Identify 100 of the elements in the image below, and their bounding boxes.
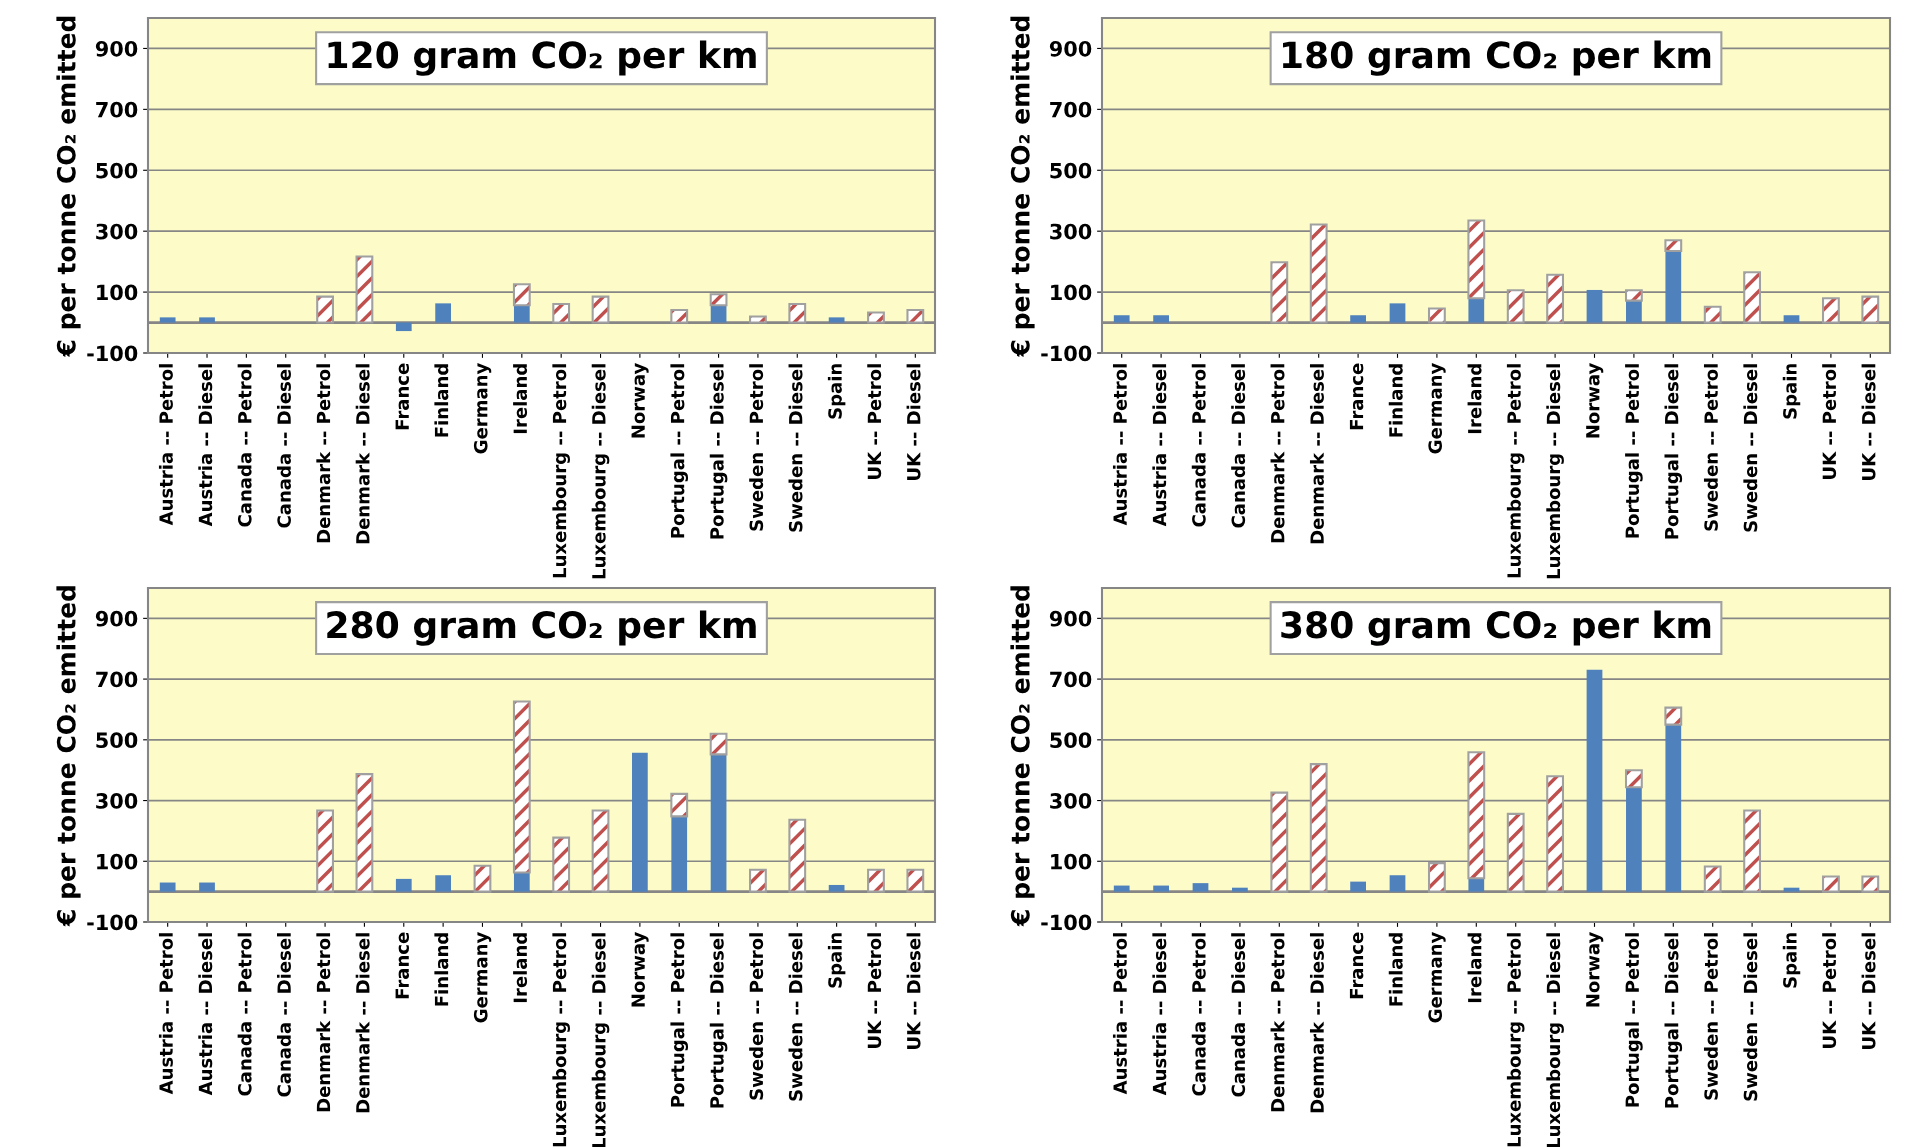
- bar: [828, 317, 845, 323]
- y-tick-label: 300: [96, 223, 138, 240]
- x-tick-label: Norway: [631, 363, 649, 438]
- x-tick-label: Sweden -- Diesel: [788, 364, 803, 532]
- y-tick-label: 700: [96, 101, 138, 118]
- x-tick-label: Ireland: [1467, 933, 1482, 1003]
- bar: [159, 882, 176, 892]
- y-tick-label: 100: [1051, 853, 1092, 870]
- x-tick-label: Ireland: [513, 364, 528, 434]
- x-tick-label: Portugal -- Diesel: [1664, 364, 1683, 539]
- x-tick-label: France: [395, 363, 410, 430]
- bar: [1468, 878, 1485, 892]
- x-tick-label: Denmark -- Diesel: [1309, 364, 1324, 544]
- x-tick-label: Canada -- Petrol: [1191, 364, 1206, 527]
- x-tick-label: UK -- Petrol: [867, 364, 882, 479]
- y-axis-title: € per tonne CO₂ emitted: [56, 586, 81, 927]
- x-tick-label: Canada -- Petrol: [237, 933, 252, 1096]
- x-tick-label: Denmark -- Petrol: [1270, 933, 1285, 1112]
- x-tick-label: Portugal -- Petrol: [1625, 933, 1643, 1107]
- x-tick-label: Denmark -- Diesel: [355, 364, 370, 544]
- text: 280 gram CO₂ per km: [327, 610, 756, 646]
- x-tick-label: Canada -- Petrol: [237, 364, 252, 527]
- x-tick-label: Germany: [1428, 363, 1446, 454]
- bar: [710, 305, 727, 323]
- x-tick-label: Spain: [827, 933, 846, 988]
- bar: [1665, 250, 1682, 323]
- x-tick-label: Luxembourg -- Petrol: [552, 933, 570, 1147]
- y-tick-label: 100: [1051, 284, 1092, 301]
- x-tick-label: Denmark -- Petrol: [316, 364, 331, 543]
- x-tick-label: Denmark -- Petrol: [316, 933, 331, 1112]
- x-tick-label: UK -- Diesel: [906, 933, 921, 1049]
- x-tick-label: Spain: [827, 364, 846, 419]
- x-tick-label: UK -- Petrol: [1822, 933, 1837, 1048]
- x-tick-label: Luxembourg -- Petrol: [552, 364, 570, 578]
- y-tick-label: 500: [1050, 732, 1092, 749]
- bar: [395, 878, 412, 892]
- bar: [1350, 881, 1366, 892]
- y-tick-label: 500: [96, 732, 138, 749]
- x-tick-label: Ireland: [513, 933, 528, 1003]
- x-tick-label: Canada -- Diesel: [276, 933, 291, 1097]
- bar: [1153, 885, 1169, 892]
- bar: [513, 872, 530, 892]
- x-tick-label: Germany: [473, 363, 492, 454]
- y-axis-title: € per tonne CO₂ emitted: [1010, 586, 1035, 927]
- x-tick-label: Sweden -- Petrol: [749, 364, 764, 531]
- x-tick-label: Finland: [1388, 364, 1403, 437]
- y-tick-label: 300: [1050, 793, 1092, 809]
- x-tick-label: Norway: [1586, 363, 1604, 438]
- x-tick-label: Norway: [631, 932, 649, 1007]
- bar: [1586, 289, 1603, 323]
- bar: [1192, 883, 1209, 892]
- x-tick-label: Spain: [1782, 364, 1801, 419]
- bar: [435, 875, 451, 892]
- x-tick-label: Luxembourg -- Diesel: [1546, 933, 1564, 1147]
- x-tick-label: Finland: [1388, 933, 1403, 1006]
- x-tick-label: Austria -- Petrol: [158, 933, 173, 1095]
- y-tick-label: 900: [1049, 610, 1092, 627]
- bar: [671, 816, 688, 892]
- x-tick-label: Canada -- Petrol: [1191, 933, 1206, 1096]
- x-tick-label: Luxembourg -- Diesel: [591, 933, 610, 1147]
- text: 180 gram CO₂ per km: [1283, 40, 1711, 76]
- x-tick-label: Sweden -- Petrol: [749, 933, 764, 1100]
- bar: [1586, 669, 1603, 892]
- y-tick-label: 700: [1050, 101, 1092, 118]
- y-tick-label: 100: [97, 853, 138, 870]
- x-tick-label: Portugal -- Diesel: [1664, 933, 1683, 1108]
- x-tick-label: Denmark -- Diesel: [355, 933, 370, 1113]
- y-tick-label: 900: [95, 610, 138, 627]
- bar: [1232, 887, 1248, 892]
- x-tick-label: Luxembourg -- Petrol: [1506, 933, 1525, 1147]
- x-tick-label: Sweden -- Diesel: [1743, 933, 1758, 1101]
- bar: [199, 882, 215, 892]
- x-tick-label: Sweden -- Petrol: [1703, 933, 1718, 1100]
- x-tick-label: Portugal -- Petrol: [1625, 364, 1643, 538]
- x-tick-label: Denmark -- Petrol: [1270, 364, 1285, 543]
- y-tick-label: -100: [1041, 345, 1092, 362]
- bar: [1113, 885, 1130, 892]
- y-axis-title: € per tonne CO₂ emitted: [56, 16, 81, 357]
- bar: [1389, 875, 1406, 892]
- x-tick-label: Germany: [1428, 932, 1446, 1023]
- bar: [159, 317, 176, 323]
- x-tick-label: Austria -- Diesel: [198, 933, 213, 1096]
- x-tick-label: UK -- Petrol: [1822, 364, 1837, 479]
- bar: [1113, 315, 1130, 323]
- y-tick-label: 700: [96, 671, 138, 688]
- y-tick-label: -100: [87, 914, 138, 931]
- x-tick-label: Portugal -- Petrol: [670, 364, 689, 538]
- text: 380 gram CO₂ per km: [1281, 610, 1711, 646]
- x-tick-label: Sweden -- Diesel: [1743, 364, 1758, 532]
- bar: [1389, 303, 1406, 323]
- x-tick-label: Portugal -- Diesel: [709, 364, 728, 539]
- y-tick-label: 900: [1049, 40, 1092, 57]
- bar: [395, 322, 412, 332]
- x-tick-label: Canada -- Diesel: [276, 364, 291, 528]
- y-tick-label: 500: [1050, 162, 1092, 179]
- x-tick-label: Austria -- Petrol: [1112, 933, 1127, 1095]
- bar: [1783, 887, 1800, 892]
- bar: [1626, 300, 1642, 323]
- bar: [513, 305, 530, 323]
- x-tick-label: Denmark -- Diesel: [1309, 933, 1324, 1113]
